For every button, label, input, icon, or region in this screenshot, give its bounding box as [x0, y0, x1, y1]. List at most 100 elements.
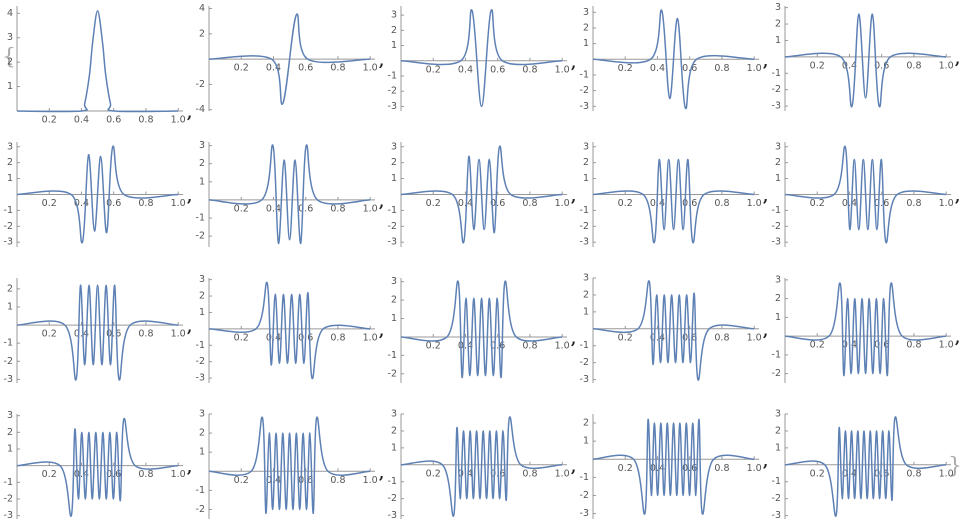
x-tick-label: 0.6: [106, 329, 121, 340]
x-tick-label: 0.4: [458, 340, 473, 351]
y-tick-label: -2: [196, 504, 205, 515]
x-tick-label: 1.0: [363, 332, 378, 343]
curve: [592, 158, 755, 244]
x-tick-label: 1.0: [939, 60, 954, 71]
y-tick-label: 1: [583, 38, 589, 49]
x-tick-label: 0.2: [42, 115, 57, 126]
y-tick-label: -2: [196, 79, 205, 90]
separator: ,: [955, 50, 960, 68]
y-tick-label: -3: [580, 237, 589, 248]
x-tick-label: 0.6: [106, 469, 121, 480]
y-tick-label: 3: [391, 141, 397, 152]
y-tick-label: -3: [388, 101, 397, 112]
x-tick-label: 0.2: [810, 198, 825, 209]
curve: [16, 145, 179, 244]
y-tick-label: 2: [391, 25, 397, 36]
curve: [784, 145, 947, 244]
y-tick-label: 3: [7, 32, 13, 43]
separator: ,: [187, 104, 192, 122]
y-tick-label: 2: [199, 291, 205, 302]
curve: [400, 280, 563, 379]
x-tick-label: 0.6: [490, 64, 505, 75]
y-tick-label: 1: [7, 173, 13, 184]
y-tick-label: -2: [772, 84, 781, 95]
x-tick-label: 0.2: [810, 468, 825, 479]
y-tick-label: -1: [580, 205, 589, 216]
y-tick-label: 3: [391, 409, 397, 420]
y-tick-label: -1: [580, 472, 589, 483]
y-tick-label: 2: [391, 425, 397, 436]
x-tick-label: 0.6: [874, 468, 889, 479]
x-tick-label: 0.4: [650, 63, 665, 74]
x-tick-label: 0.2: [234, 203, 249, 214]
y-tick-label: 1: [775, 35, 781, 46]
x-tick-label: 0.2: [618, 332, 633, 343]
y-tick-label: 3: [391, 276, 397, 287]
x-tick-label: 0.8: [330, 63, 345, 74]
y-tick-label: 2: [7, 427, 13, 438]
y-tick-label: 3: [199, 140, 205, 151]
y-tick-label: 2: [199, 428, 205, 439]
x-tick-label: 1.0: [171, 115, 186, 126]
y-tick-label: 3: [199, 409, 205, 420]
x-tick-label: 0.6: [490, 198, 505, 209]
x-tick-label: 0.6: [874, 60, 889, 71]
x-tick-label: 0.8: [522, 340, 537, 351]
y-tick-label: 1: [391, 173, 397, 184]
x-tick-label: 0.2: [426, 198, 441, 209]
y-tick-label: 1: [583, 306, 589, 317]
x-tick-label: 1.0: [171, 198, 186, 209]
x-tick-label: 0.2: [618, 198, 633, 209]
y-tick-label: 1: [7, 301, 13, 312]
x-tick-label: 0.8: [522, 198, 537, 209]
x-tick-label: 0.6: [298, 203, 313, 214]
separator: ,: [571, 458, 576, 476]
x-tick-label: 0.4: [74, 198, 89, 209]
x-tick-label: 0.2: [618, 463, 633, 474]
x-tick-label: 0.4: [458, 198, 473, 209]
separator: ,: [571, 188, 576, 206]
x-tick-label: 1.0: [747, 463, 762, 474]
y-tick-label: -3: [196, 373, 205, 384]
y-tick-label: -4: [196, 104, 205, 115]
x-tick-label: 0.6: [490, 340, 505, 351]
x-tick-label: 0.8: [330, 475, 345, 486]
y-tick-label: -3: [388, 237, 397, 248]
x-tick-label: 1.0: [555, 340, 570, 351]
y-tick-label: -1: [388, 205, 397, 216]
x-tick-label: 0.2: [42, 329, 57, 340]
x-tick-label: 0.4: [650, 332, 665, 343]
x-tick-label: 0.2: [42, 198, 57, 209]
y-tick-label: -3: [4, 374, 13, 385]
curve: [16, 418, 179, 517]
x-tick-label: 0.2: [810, 340, 825, 351]
separator: ,: [763, 188, 768, 206]
x-tick-label: 0.4: [74, 115, 89, 126]
y-tick-label: -2: [772, 368, 781, 379]
y-tick-label: -3: [580, 508, 589, 519]
y-tick-label: 1: [775, 442, 781, 453]
x-tick-label: 1.0: [171, 329, 186, 340]
x-tick-label: 0.6: [298, 63, 313, 74]
open-brace: {: [2, 45, 16, 70]
y-tick-label: 1: [391, 442, 397, 453]
y-tick-label: 2: [7, 57, 13, 68]
y-tick-label: -1: [580, 340, 589, 351]
x-tick-label: 1.0: [555, 468, 570, 479]
x-tick-label: 1.0: [939, 340, 954, 351]
y-tick-label: 3: [7, 410, 13, 421]
x-tick-label: 0.2: [810, 60, 825, 71]
y-tick-label: 1: [583, 173, 589, 184]
curve: [208, 144, 371, 245]
x-tick-label: 0.8: [714, 463, 729, 474]
x-tick-label: 0.2: [234, 332, 249, 343]
x-tick-label: 0.8: [138, 115, 153, 126]
y-tick-label: 1: [391, 40, 397, 51]
y-tick-label: -2: [388, 86, 397, 97]
y-tick-label: 2: [583, 157, 589, 168]
y-tick-label: -1: [772, 68, 781, 79]
x-tick-label: 0.2: [618, 63, 633, 74]
y-tick-label: -1: [388, 476, 397, 487]
y-tick-label: -1: [580, 69, 589, 80]
